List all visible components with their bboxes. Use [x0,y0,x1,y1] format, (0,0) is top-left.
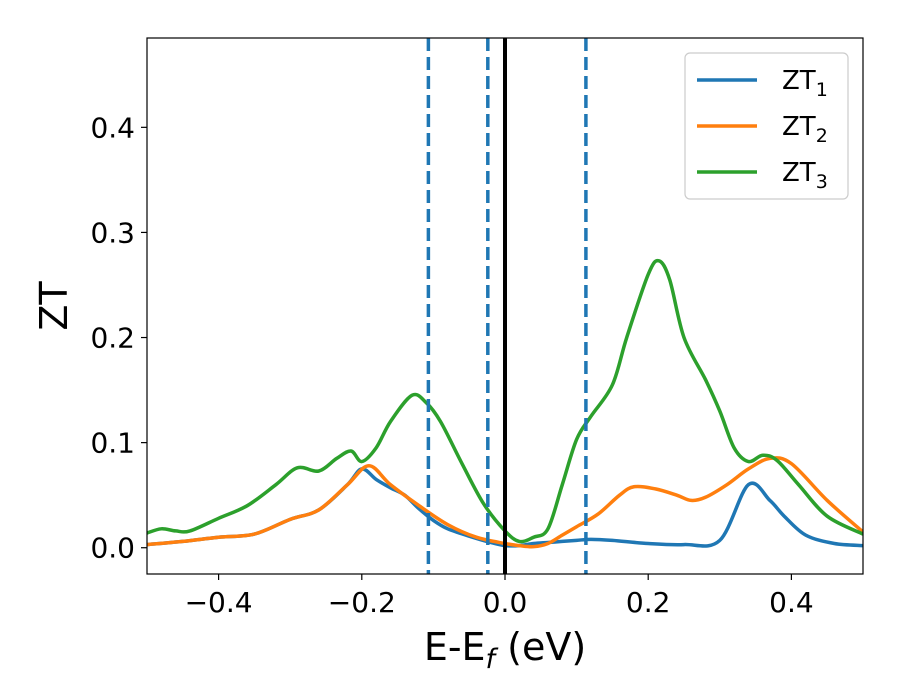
x-tick-label: −0.4 [185,586,253,619]
legend-label-2: ZT2 [782,112,828,147]
x-tick-label: 0.2 [626,586,671,619]
y-tick-label: 0.1 [90,427,135,460]
x-axis-title: E-Ef (eV) [424,625,586,675]
x-tick-label: 0.0 [483,586,528,619]
x-tick-label: −0.2 [328,586,396,619]
x-axis: −0.4 −0.2 0.0 0.2 0.4 [185,574,814,619]
plot-lines [147,38,863,574]
y-axis-title: ZT [32,281,76,331]
legend-box [684,52,849,200]
legend-label-1: ZT1 [782,66,828,101]
legend-label-3: ZT3 [782,158,828,193]
series-line-2 [147,456,863,549]
y-tick-label: 0.0 [90,532,135,565]
y-tick-label: 0.3 [90,216,135,249]
series-line-3 [147,258,863,544]
y-axis: 0.0 0.1 0.2 0.3 0.4 [90,111,147,565]
legend: ZT1 ZT2 ZT3 [684,52,849,200]
y-tick-label: 0.4 [90,111,135,144]
x-tick-label: 0.4 [769,586,814,619]
y-tick-label: 0.2 [90,322,135,355]
